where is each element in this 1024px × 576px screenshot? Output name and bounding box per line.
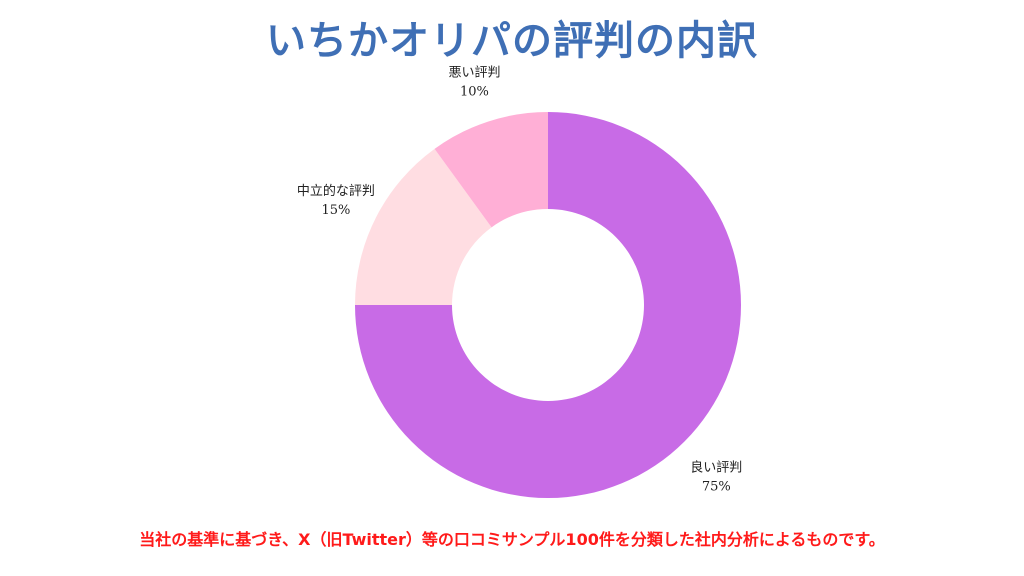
slice-pct-0: 75% bbox=[702, 479, 731, 494]
labels-group: 良い評判 75% 中立的な評判 15% 悪い評判 10% bbox=[297, 66, 742, 495]
slice-2 bbox=[434, 112, 548, 228]
slice-label-0: 良い評判 bbox=[690, 459, 742, 475]
slice-pct-1: 15% bbox=[321, 203, 350, 218]
slice-label-2: 悪い評判 bbox=[448, 66, 500, 81]
footnote: 当社の基準に基づき、X（旧Twitter）等の口コミサンプル100件を分類した社… bbox=[139, 530, 885, 549]
slice-pct-2: 10% bbox=[460, 85, 489, 100]
chart-title: いちかオリパの評判の内訳 bbox=[266, 18, 758, 64]
slice-1 bbox=[354, 148, 492, 305]
slices-group bbox=[354, 112, 741, 498]
slice-label-1: 中立的な評判 bbox=[297, 183, 375, 199]
slice-0 bbox=[355, 112, 741, 498]
